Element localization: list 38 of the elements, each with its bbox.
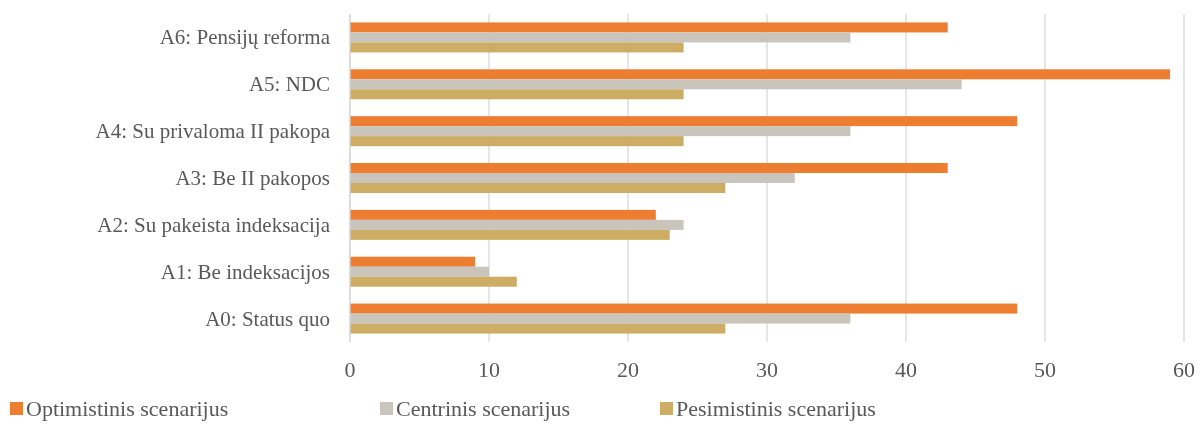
- bar: [350, 126, 851, 137]
- bar: [350, 136, 684, 147]
- bar: [350, 22, 948, 33]
- bar: [350, 69, 1171, 80]
- bar: [350, 323, 726, 334]
- x-tick-label: 20: [617, 357, 639, 382]
- legend-label: Optimistinis scenarijus: [26, 396, 229, 421]
- x-tick-label: 0: [344, 357, 356, 382]
- bar: [350, 89, 684, 100]
- bar: [350, 229, 670, 240]
- y-tick-label: A4: Su privaloma II pakopa: [95, 119, 331, 144]
- x-tick-label: 60: [1173, 357, 1195, 382]
- y-tick-label: A0: Status quo: [205, 306, 330, 331]
- bar: [350, 79, 962, 90]
- bar: [350, 183, 726, 193]
- bar: [350, 313, 851, 324]
- x-tick-label: 50: [1034, 357, 1056, 382]
- y-tick-label: A1: Be indeksacijos: [160, 259, 330, 284]
- bar: [350, 303, 1018, 314]
- y-tick-label: A5: NDC: [248, 72, 330, 97]
- bar: [350, 32, 851, 43]
- bar: [350, 209, 656, 220]
- bar: [350, 163, 948, 173]
- x-tick-label: 10: [478, 357, 500, 382]
- bar: [350, 219, 684, 230]
- y-tick-label: A3: Be II pakopos: [175, 166, 330, 190]
- legend-label: Pesimistinis scenarijus: [676, 396, 876, 421]
- bar: [350, 276, 517, 287]
- legend-label: Centrinis scenarijus: [396, 396, 571, 421]
- x-tick-label: 40: [895, 357, 917, 382]
- y-tick-label: A2: Su pakeista indeksacija: [97, 212, 331, 237]
- bar: [350, 42, 684, 53]
- bar: [350, 256, 476, 267]
- bar: [350, 266, 489, 277]
- bar: [350, 116, 1018, 127]
- bar: [350, 173, 795, 183]
- x-tick-label: 30: [756, 357, 778, 382]
- y-tick-label: A6: Pensijų reforma: [159, 25, 331, 50]
